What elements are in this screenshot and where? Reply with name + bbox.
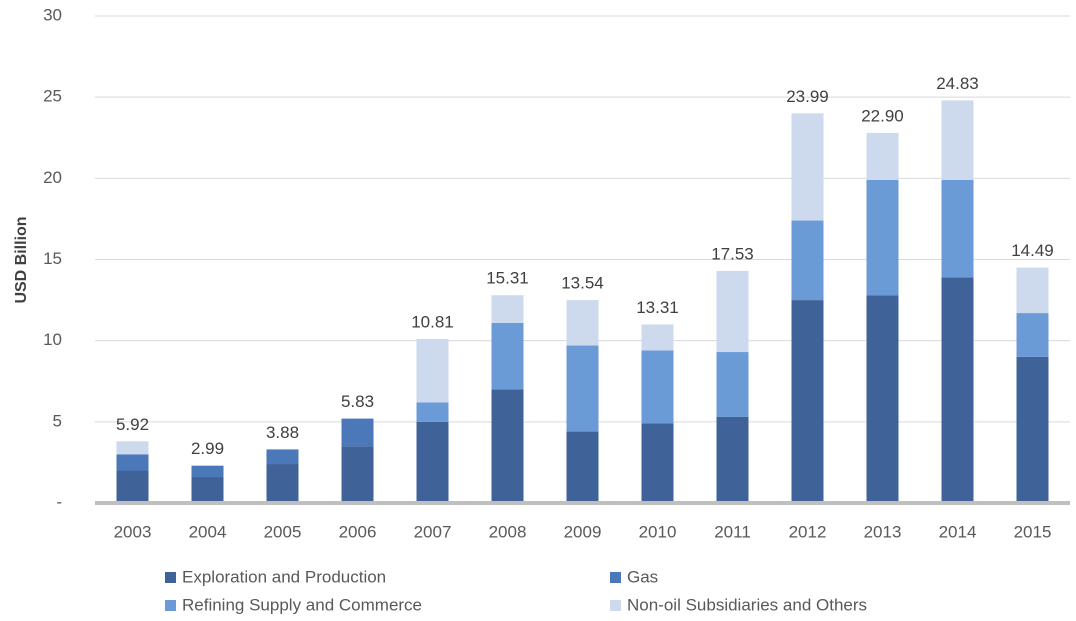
total-label: 5.92	[116, 415, 149, 434]
y-axis-title: USD Billion	[13, 216, 30, 303]
y-tick-label: 15	[43, 249, 62, 268]
total-label: 17.53	[711, 244, 754, 263]
bar-segment	[416, 421, 449, 503]
bar-segment	[641, 423, 674, 503]
bar-segment	[941, 277, 974, 503]
total-label: 24.83	[936, 74, 979, 93]
bar-segment	[866, 132, 899, 180]
y-tick-label: 30	[43, 5, 62, 24]
bar-segment	[641, 350, 674, 424]
bar-segment	[716, 352, 749, 417]
bar-segment	[116, 470, 149, 503]
total-label: 14.49	[1011, 241, 1054, 260]
x-tick-label: 2005	[264, 522, 302, 541]
bar-segment	[866, 179, 899, 296]
bar-segment	[491, 389, 524, 503]
bar-segment	[941, 100, 974, 180]
total-label: 13.54	[561, 274, 604, 293]
total-label: 5.83	[341, 392, 374, 411]
bar-segment	[566, 431, 599, 503]
bar-segment	[341, 446, 374, 503]
x-tick-label: 2014	[939, 522, 977, 541]
bar-segment	[1016, 356, 1049, 503]
bar-segment	[941, 179, 974, 278]
total-label: 22.90	[861, 106, 904, 125]
legend-swatch	[610, 572, 621, 583]
bar-segment	[791, 300, 824, 503]
bar-segment	[491, 322, 524, 390]
y-tick-label: 20	[43, 168, 62, 187]
bar-segment	[191, 477, 224, 503]
bar-segment	[491, 295, 524, 323]
total-label: 3.88	[266, 423, 299, 442]
legend-swatch	[165, 572, 176, 583]
bar-segment	[116, 454, 149, 471]
y-tick-label: 10	[43, 330, 62, 349]
x-tick-label: 2007	[414, 522, 452, 541]
x-tick-label: 2004	[189, 522, 227, 541]
bar-segment	[791, 220, 824, 301]
bar-segment	[416, 339, 449, 403]
legend-label: Refining Supply and Commerce	[182, 595, 422, 614]
bar-segment	[1016, 313, 1049, 357]
legend-label: Exploration and Production	[182, 567, 386, 586]
bar-segment	[641, 324, 674, 351]
legend-swatch	[610, 600, 621, 611]
y-tick-label: 5	[53, 411, 62, 430]
bar-segment	[266, 464, 299, 503]
total-label: 2.99	[191, 439, 224, 458]
total-label: 23.99	[786, 87, 829, 106]
y-tick-label: 25	[43, 87, 62, 106]
y-tick-label: -	[56, 492, 62, 511]
legend-label: Gas	[627, 567, 658, 586]
bar-segment	[266, 449, 299, 465]
x-tick-label: 2008	[489, 522, 527, 541]
x-tick-label: 2013	[864, 522, 902, 541]
bar-segment	[866, 295, 899, 503]
bar-segment	[341, 418, 374, 447]
total-label: 15.31	[486, 269, 529, 288]
x-tick-label: 2010	[639, 522, 677, 541]
x-tick-label: 2009	[564, 522, 602, 541]
legend-swatch	[165, 600, 176, 611]
bar-segment	[116, 441, 149, 455]
x-tick-label: 2006	[339, 522, 377, 541]
bar-segment	[566, 345, 599, 432]
legend-label: Non-oil Subsidiaries and Others	[627, 595, 867, 614]
bar-segment	[716, 416, 749, 503]
bar-segment	[566, 300, 599, 346]
bar-segment	[416, 402, 449, 422]
bar-segment	[1016, 267, 1049, 314]
bar-segment	[191, 465, 224, 478]
x-tick-label: 2003	[114, 522, 152, 541]
x-tick-label: 2015	[1014, 522, 1052, 541]
bar-segment	[716, 270, 749, 353]
x-tick-label: 2012	[789, 522, 827, 541]
total-label: 13.31	[636, 298, 679, 317]
bar-segment	[791, 113, 824, 221]
x-tick-label: 2011	[714, 522, 751, 541]
total-label: 10.81	[411, 313, 454, 332]
